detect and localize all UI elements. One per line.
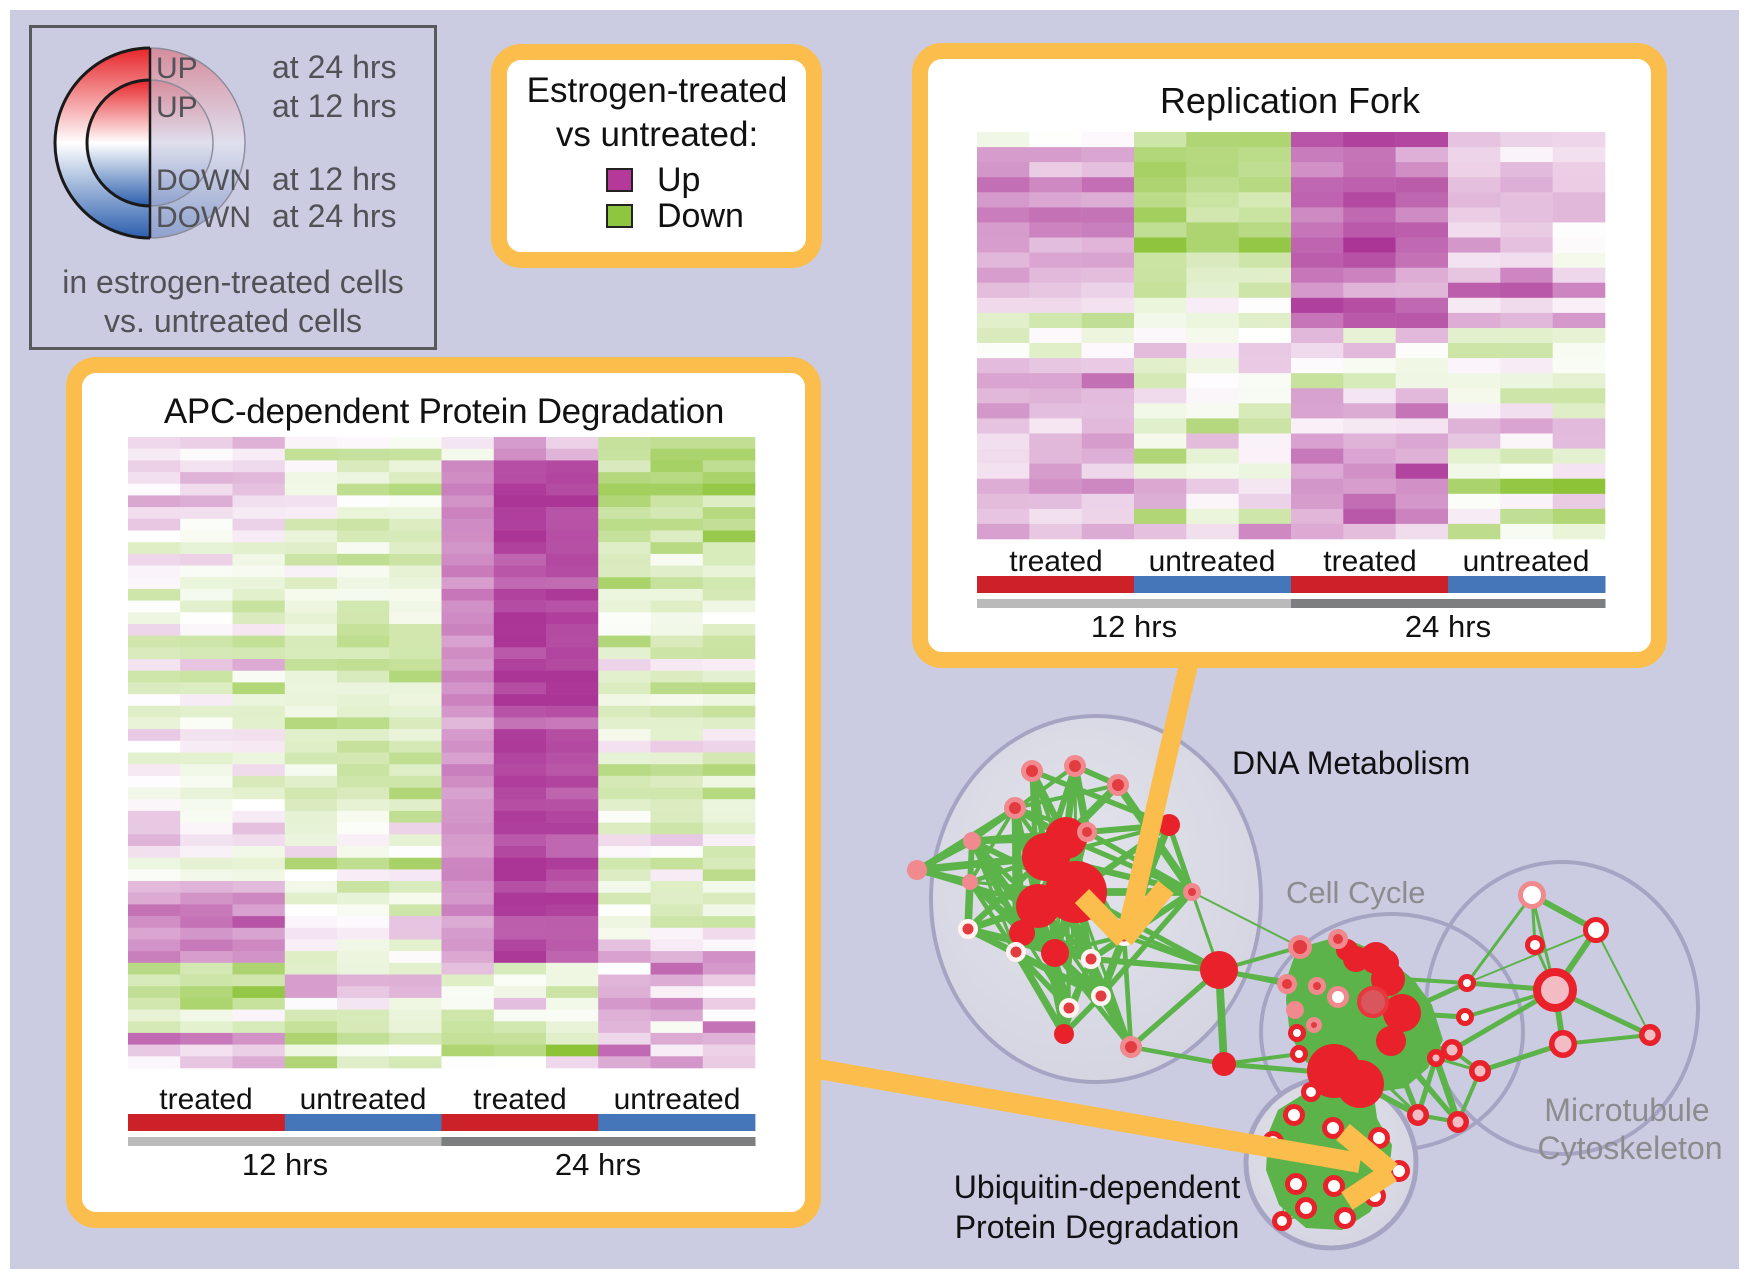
svg-text:at 12 hrs: at 12 hrs — [272, 161, 397, 197]
svg-text:in estrogen-treated cells: in estrogen-treated cells — [62, 264, 404, 300]
svg-text:12 hrs: 12 hrs — [1091, 609, 1177, 644]
svg-text:treated: treated — [473, 1083, 566, 1116]
svg-text:untreated: untreated — [1463, 545, 1590, 578]
svg-text:untreated: untreated — [300, 1083, 427, 1116]
svg-text:Protein Degradation: Protein Degradation — [955, 1209, 1240, 1245]
svg-text:DOWN: DOWN — [156, 201, 251, 234]
svg-text:Cell Cycle: Cell Cycle — [1286, 875, 1426, 910]
svg-text:Microtubule: Microtubule — [1544, 1092, 1709, 1128]
svg-text:Estrogen-treated: Estrogen-treated — [527, 71, 788, 110]
svg-text:APC-dependent Protein Degradat: APC-dependent Protein Degradation — [164, 392, 724, 431]
svg-text:Up: Up — [657, 161, 700, 199]
svg-text:treated: treated — [1323, 545, 1416, 578]
svg-text:UP: UP — [156, 52, 198, 85]
svg-text:untreated: untreated — [614, 1083, 741, 1116]
svg-text:vs. untreated cells: vs. untreated cells — [104, 303, 362, 339]
svg-text:UP: UP — [156, 91, 198, 124]
svg-text:DNA Metabolism: DNA Metabolism — [1232, 745, 1470, 781]
svg-text:at 24 hrs: at 24 hrs — [272, 49, 397, 85]
svg-text:24 hrs: 24 hrs — [555, 1147, 641, 1182]
svg-text:24 hrs: 24 hrs — [1405, 609, 1491, 644]
svg-text:Cytoskeleton: Cytoskeleton — [1538, 1130, 1723, 1166]
svg-text:Down: Down — [657, 197, 744, 235]
svg-text:at 24 hrs: at 24 hrs — [272, 198, 397, 234]
svg-text:at 12 hrs: at 12 hrs — [272, 88, 397, 124]
svg-text:treated: treated — [1009, 545, 1102, 578]
svg-text:treated: treated — [159, 1083, 252, 1116]
svg-text:untreated: untreated — [1149, 545, 1276, 578]
svg-text:Ubiquitin-dependent: Ubiquitin-dependent — [954, 1169, 1241, 1205]
svg-text:vs untreated:: vs untreated: — [556, 115, 758, 154]
svg-text:Replication Fork: Replication Fork — [1160, 80, 1421, 121]
svg-text:DOWN: DOWN — [156, 164, 251, 197]
svg-text:12 hrs: 12 hrs — [242, 1147, 328, 1182]
